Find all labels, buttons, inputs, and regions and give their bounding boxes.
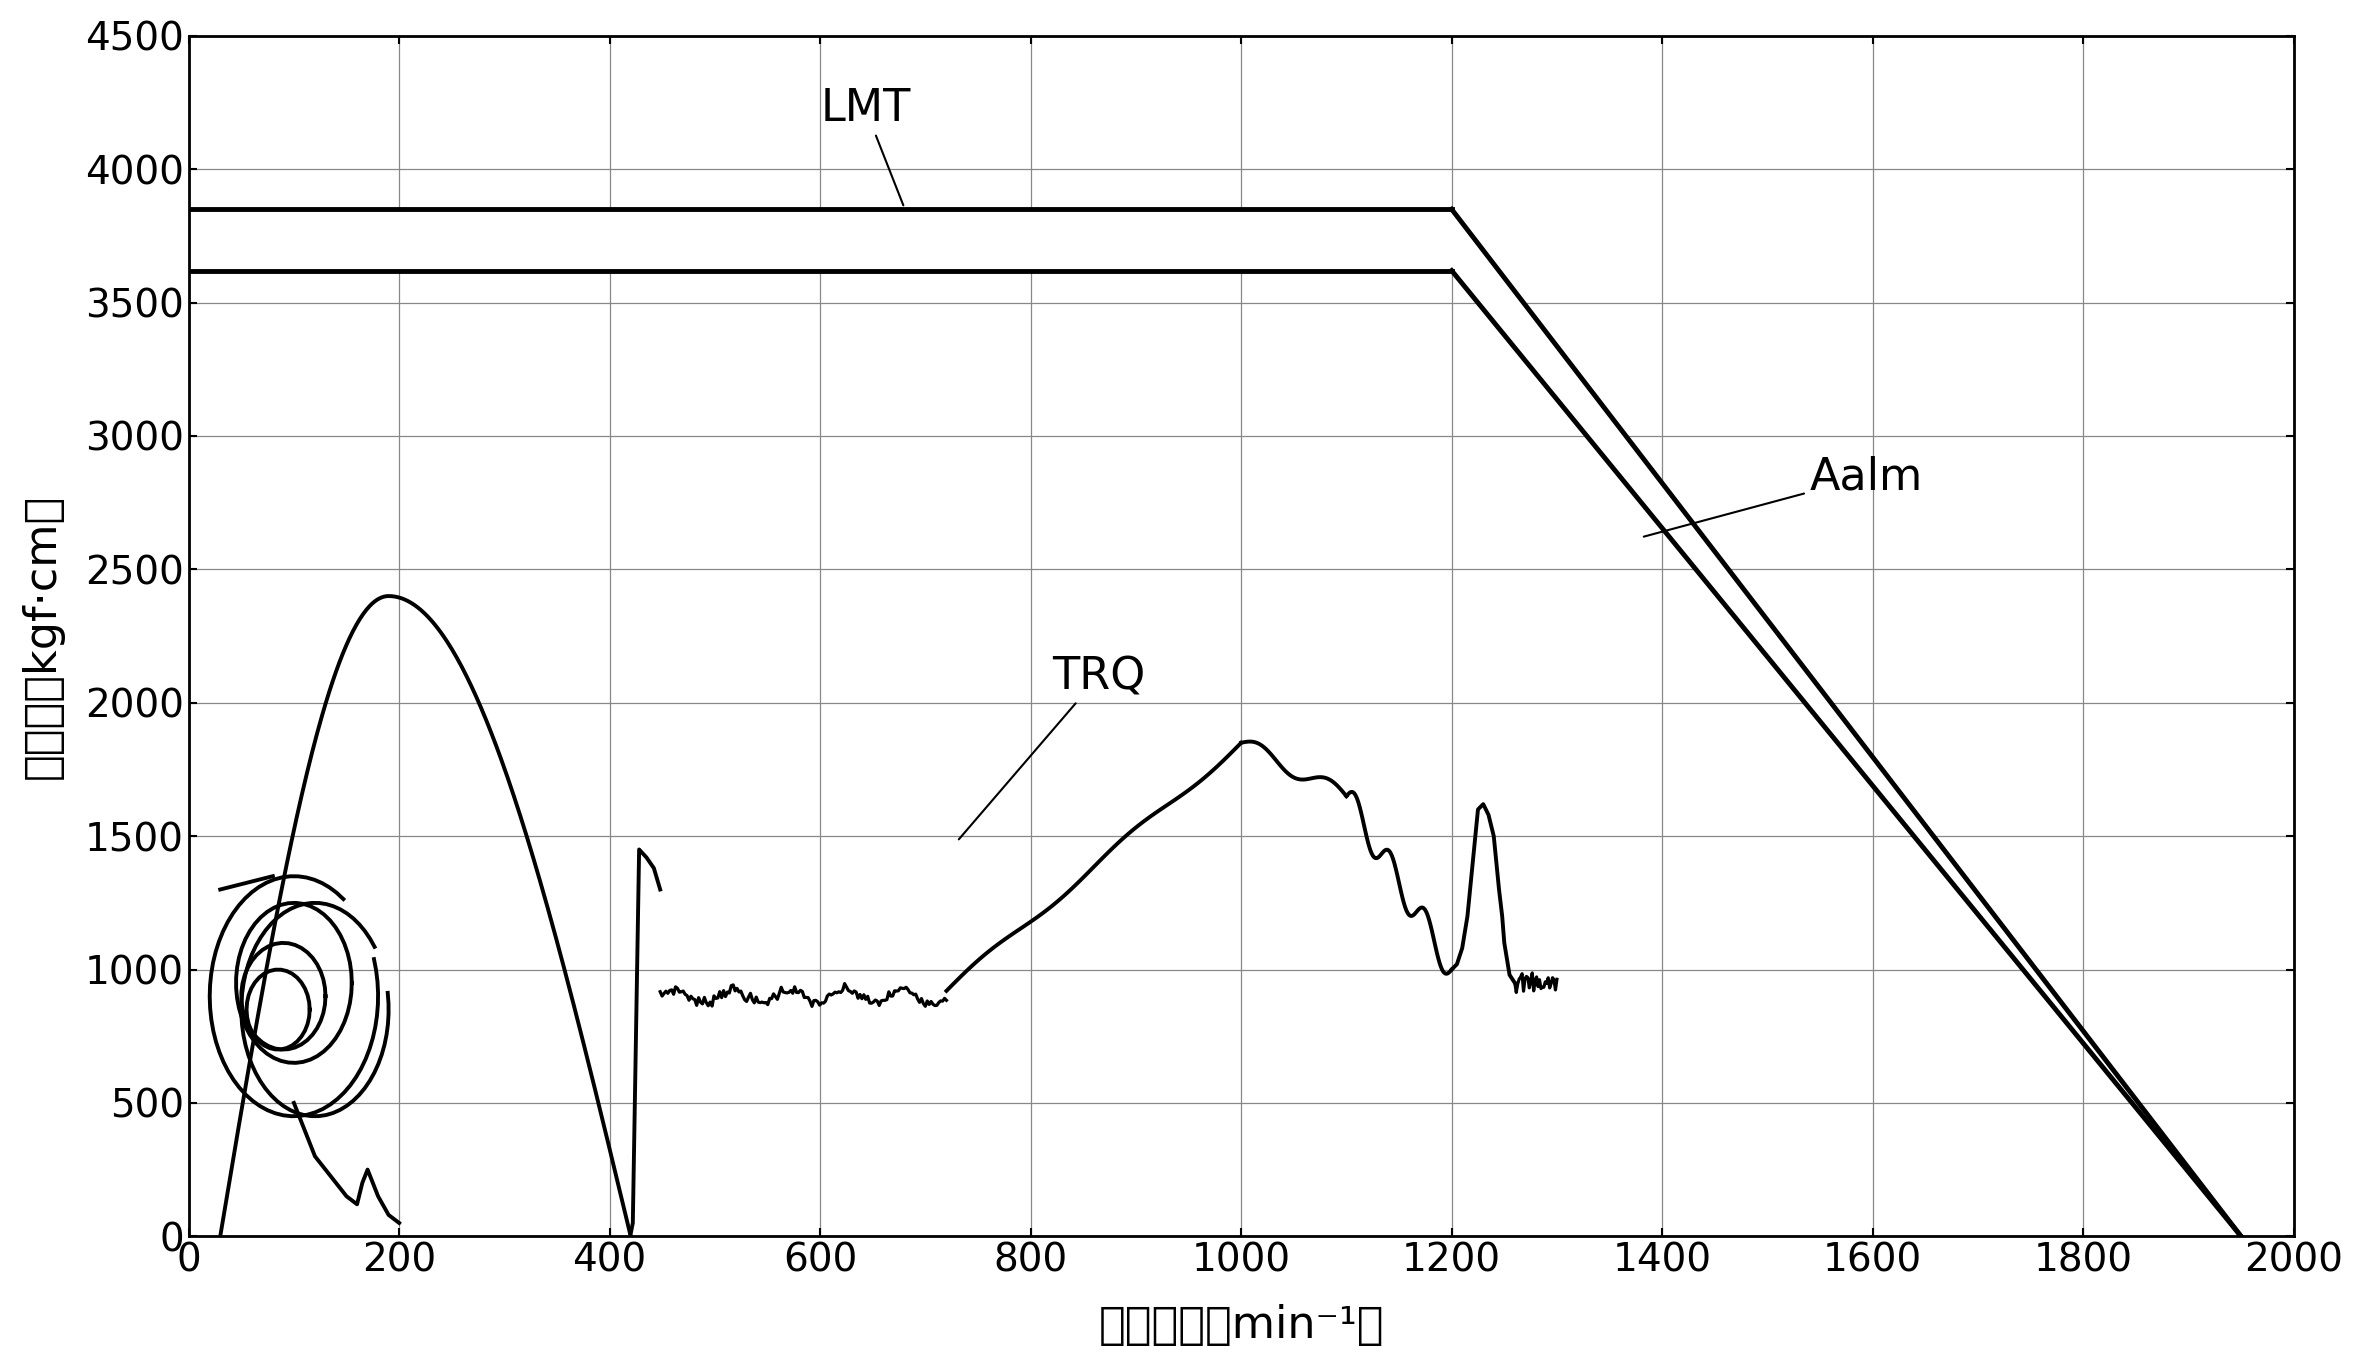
Y-axis label: 转矩　［kgf·cm］: 转矩 ［kgf·cm］ [21,494,64,778]
Text: Aalm: Aalm [1643,456,1922,536]
Text: TRQ: TRQ [960,655,1144,840]
Polygon shape [189,209,2241,1237]
Text: LMT: LMT [820,88,910,205]
X-axis label: 旋转速度［min⁻¹］: 旋转速度［min⁻¹］ [1099,1304,1383,1347]
